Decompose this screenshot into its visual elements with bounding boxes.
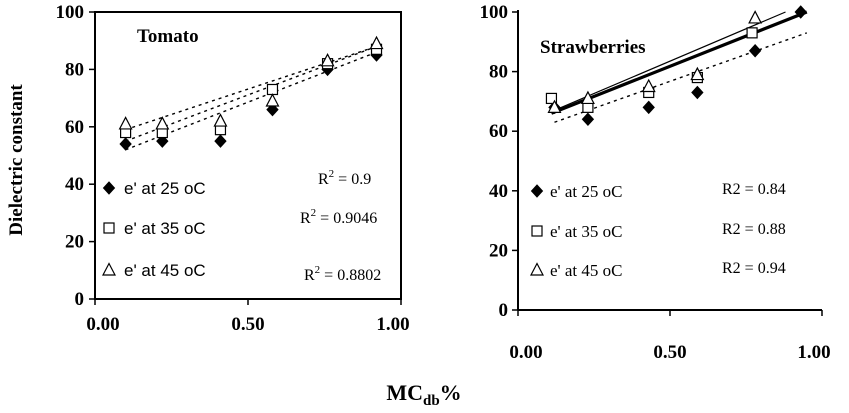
x-axis-title: MCdb%	[386, 380, 461, 409]
tomato-x-tick-label-1: 0.50	[231, 314, 264, 335]
strawberries-y-tick-label-0: 0	[499, 300, 509, 321]
strawberries-y-tick-label-1: 20	[489, 240, 508, 261]
strawberries-fit-line-0	[554, 32, 808, 123]
strawberries-y-tick-label-5: 100	[480, 2, 509, 23]
x-axis-title-suffix: %	[440, 380, 462, 405]
strawberries-legend-symbol-2	[530, 262, 544, 276]
tomato-y-tick-label-0: 0	[75, 289, 85, 310]
tomato-legend-marker-35	[103, 222, 115, 234]
tomato-legend-marker-25	[102, 181, 116, 195]
tomato-legend-label-35: e' at 35 oC	[124, 219, 206, 238]
strawberries-y-tick-label-3: 60	[489, 121, 508, 142]
tomato-y-tick-label-1: 20	[65, 232, 84, 253]
strawberries-legend-marker-25	[530, 184, 544, 198]
tomato-panel: 0 20 40 60 80 100 0.00 0.50 1.00 Tomato e' at 25…	[56, 2, 410, 335]
strawberries-ticks: 0 20 40 60 80 100 0.00 0.50 1.00	[480, 2, 831, 363]
tomato-legend-symbol-2	[102, 262, 116, 276]
strawberries-legend: e' at 25 oC e' at 35 oC e' at 45 oC	[530, 182, 622, 280]
tomato-legend-label-25: e' at 25 oC	[124, 179, 206, 198]
tomato-point-s1-3	[266, 83, 279, 96]
tomato-r2-25: R2 = 0.9	[318, 168, 371, 188]
strawberries-legend-symbol-1	[531, 225, 543, 237]
tomato-point-s2-1	[155, 116, 170, 130]
tomato-point-s0-0	[119, 137, 132, 151]
tomato-y-tick-label-2: 40	[65, 174, 84, 195]
strawberries-legend-marker-35	[531, 225, 543, 237]
strawberries-point-s0-5	[794, 5, 807, 19]
strawberries-points	[545, 5, 807, 127]
strawberries-point-s2-2	[641, 78, 656, 93]
strawberries-x-tick-label-0: 0.00	[509, 342, 542, 363]
strawberries-point-s0-3	[691, 85, 704, 100]
strawberries-y-tick-label-4: 80	[489, 62, 508, 83]
strawberries-point-s2-3	[690, 66, 705, 81]
tomato-r2-35: R2 = 0.9046	[300, 207, 377, 227]
x-axis-title-subscript: db	[423, 393, 440, 409]
strawberries-point-s1-0	[545, 92, 558, 105]
tomato-point-s2-2	[213, 113, 228, 127]
strawberries-x-tick-label-2: 1.00	[797, 342, 830, 363]
strawberries-point-s0-2	[642, 100, 655, 115]
tomato-y-tick-label-4: 80	[65, 59, 84, 80]
tomato-legend-label-45: e' at 45 oC	[124, 261, 206, 280]
strawberries-y-tick-label-2: 40	[489, 181, 508, 202]
strawberries-point-s0-4	[748, 44, 762, 58]
strawberries-legend-symbol-0	[530, 184, 544, 198]
tomato-point-s0-1	[156, 134, 169, 148]
strawberries-point-s2-1	[580, 90, 595, 105]
tomato-point-s0-3	[266, 102, 279, 117]
y-axis-title: Dielectric constant	[6, 84, 27, 236]
tomato-point-s0-2	[214, 134, 227, 148]
tomato-ticks: 0 20 40 60 80 100 0.00 0.50 1.00	[56, 2, 410, 335]
tomato-legend-symbol-0	[102, 181, 116, 195]
strawberries-point-s0-1	[581, 112, 595, 127]
strawberries-legend-label-45: e' at 45 oC	[550, 261, 622, 280]
strawberries-x-tick-label-1: 0.50	[653, 342, 686, 363]
tomato-legend-marker-45	[102, 262, 116, 276]
tomato-x-tick-label-0: 0.00	[86, 314, 119, 335]
tomato-legend-symbol-1	[103, 222, 115, 234]
tomato-x-tick-label-2: 1.00	[376, 314, 409, 335]
tomato-legend: e' at 25 oC e' at 35 oC e' at 45 oC	[102, 179, 206, 280]
tomato-r2-45: R2 = 0.8802	[304, 264, 381, 284]
tomato-y-tick-label-5: 100	[56, 2, 85, 23]
tomato-y-tick-label-3: 60	[65, 117, 84, 138]
strawberries-legend-label-25: e' at 25 oC	[550, 182, 622, 201]
tomato-point-s2-0	[118, 116, 133, 130]
tomato-fit-line-2	[125, 45, 377, 131]
strawberries-point-s2-0	[547, 99, 562, 113]
strawberries-panel: 0 20 40 60 80 100 0.00 0.50 1.00 Strawberries e'…	[480, 2, 831, 363]
tomato-points	[118, 35, 384, 151]
tomato-point-s2-4	[320, 52, 335, 67]
strawberries-r2-25: R2 = 0.84	[722, 181, 786, 198]
tomato-point-s2-5	[369, 35, 384, 50]
strawberries-title: Strawberries	[540, 37, 646, 58]
tomato-title: Tomato	[137, 26, 199, 47]
strawberries-legend-label-35: e' at 35 oC	[550, 222, 622, 241]
tomato-fit-line-1	[125, 45, 377, 142]
tomato-point-s2-3	[265, 93, 280, 107]
strawberries-point-s1-4	[746, 27, 758, 39]
strawberries-legend-marker-45	[530, 262, 544, 276]
strawberries-r2-45: R2 = 0.94	[722, 260, 786, 277]
strawberries-point-s2-4	[748, 10, 763, 24]
strawberries-r2-35: R2 = 0.88	[722, 221, 786, 238]
x-axis-title-main: MC	[386, 380, 423, 405]
strawberries-fit-line-1	[550, 10, 808, 115]
